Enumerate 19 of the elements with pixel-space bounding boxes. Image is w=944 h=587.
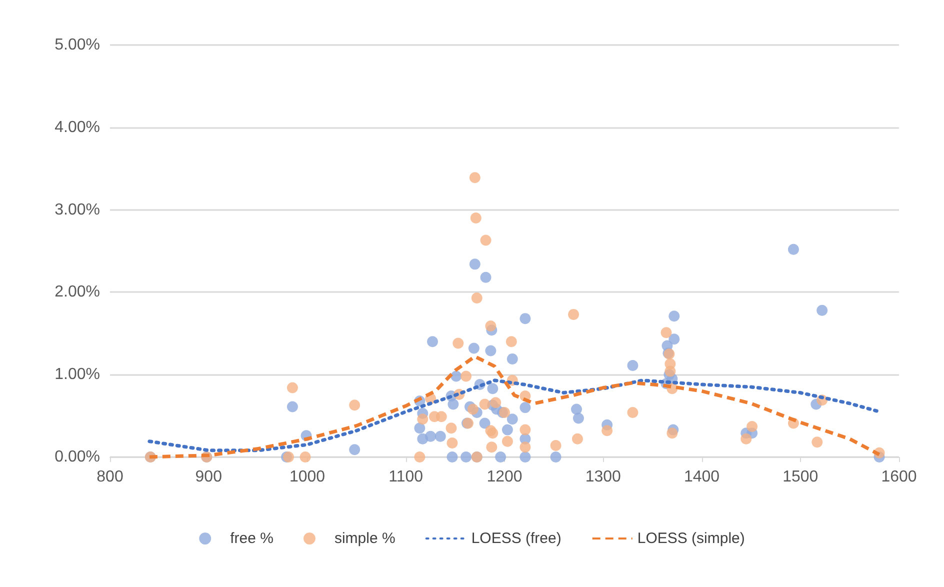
x-tick-label: 1400 bbox=[684, 468, 720, 486]
x-tick-label: 1600 bbox=[881, 468, 917, 486]
x-tick-label: 1100 bbox=[388, 468, 424, 486]
x-tick-label: 1300 bbox=[585, 468, 622, 486]
x-tick-label: 900 bbox=[195, 468, 222, 486]
x-tick-label: 1500 bbox=[782, 468, 818, 486]
x-tick-label: 800 bbox=[96, 468, 124, 486]
x-tick-label: 1000 bbox=[289, 468, 326, 486]
legend-label: simple % bbox=[334, 530, 396, 547]
y-tick-label: 5.00% bbox=[54, 36, 100, 54]
legend-label: LOESS (free) bbox=[471, 530, 562, 547]
x-tick-label: 1200 bbox=[486, 468, 522, 486]
legend-label: free % bbox=[230, 530, 274, 547]
legend-label: LOESS (simple) bbox=[637, 530, 745, 547]
y-tick-label: 0.00% bbox=[54, 448, 100, 466]
y-tick-label: 4.00% bbox=[54, 118, 100, 136]
y-tick-label: 3.00% bbox=[54, 201, 100, 218]
y-tick-label: 2.00% bbox=[54, 284, 100, 301]
y-tick-label: 1.00% bbox=[54, 366, 100, 384]
